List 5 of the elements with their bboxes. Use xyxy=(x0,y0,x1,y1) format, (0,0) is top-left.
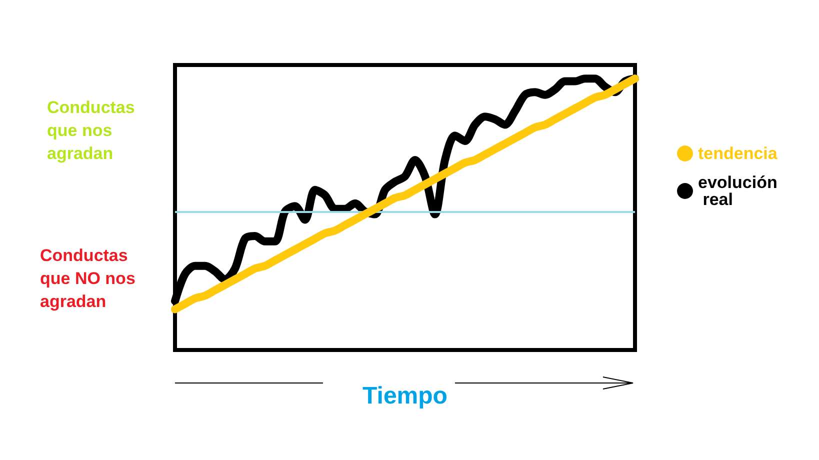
text: Conductas que NO nos agradan xyxy=(40,245,136,313)
legend-label: evolución real xyxy=(698,173,778,209)
legend-label: tendencia xyxy=(698,144,778,163)
x-axis-title: Tiempo xyxy=(362,382,448,410)
text: Conductas que nos agradan xyxy=(47,97,136,165)
